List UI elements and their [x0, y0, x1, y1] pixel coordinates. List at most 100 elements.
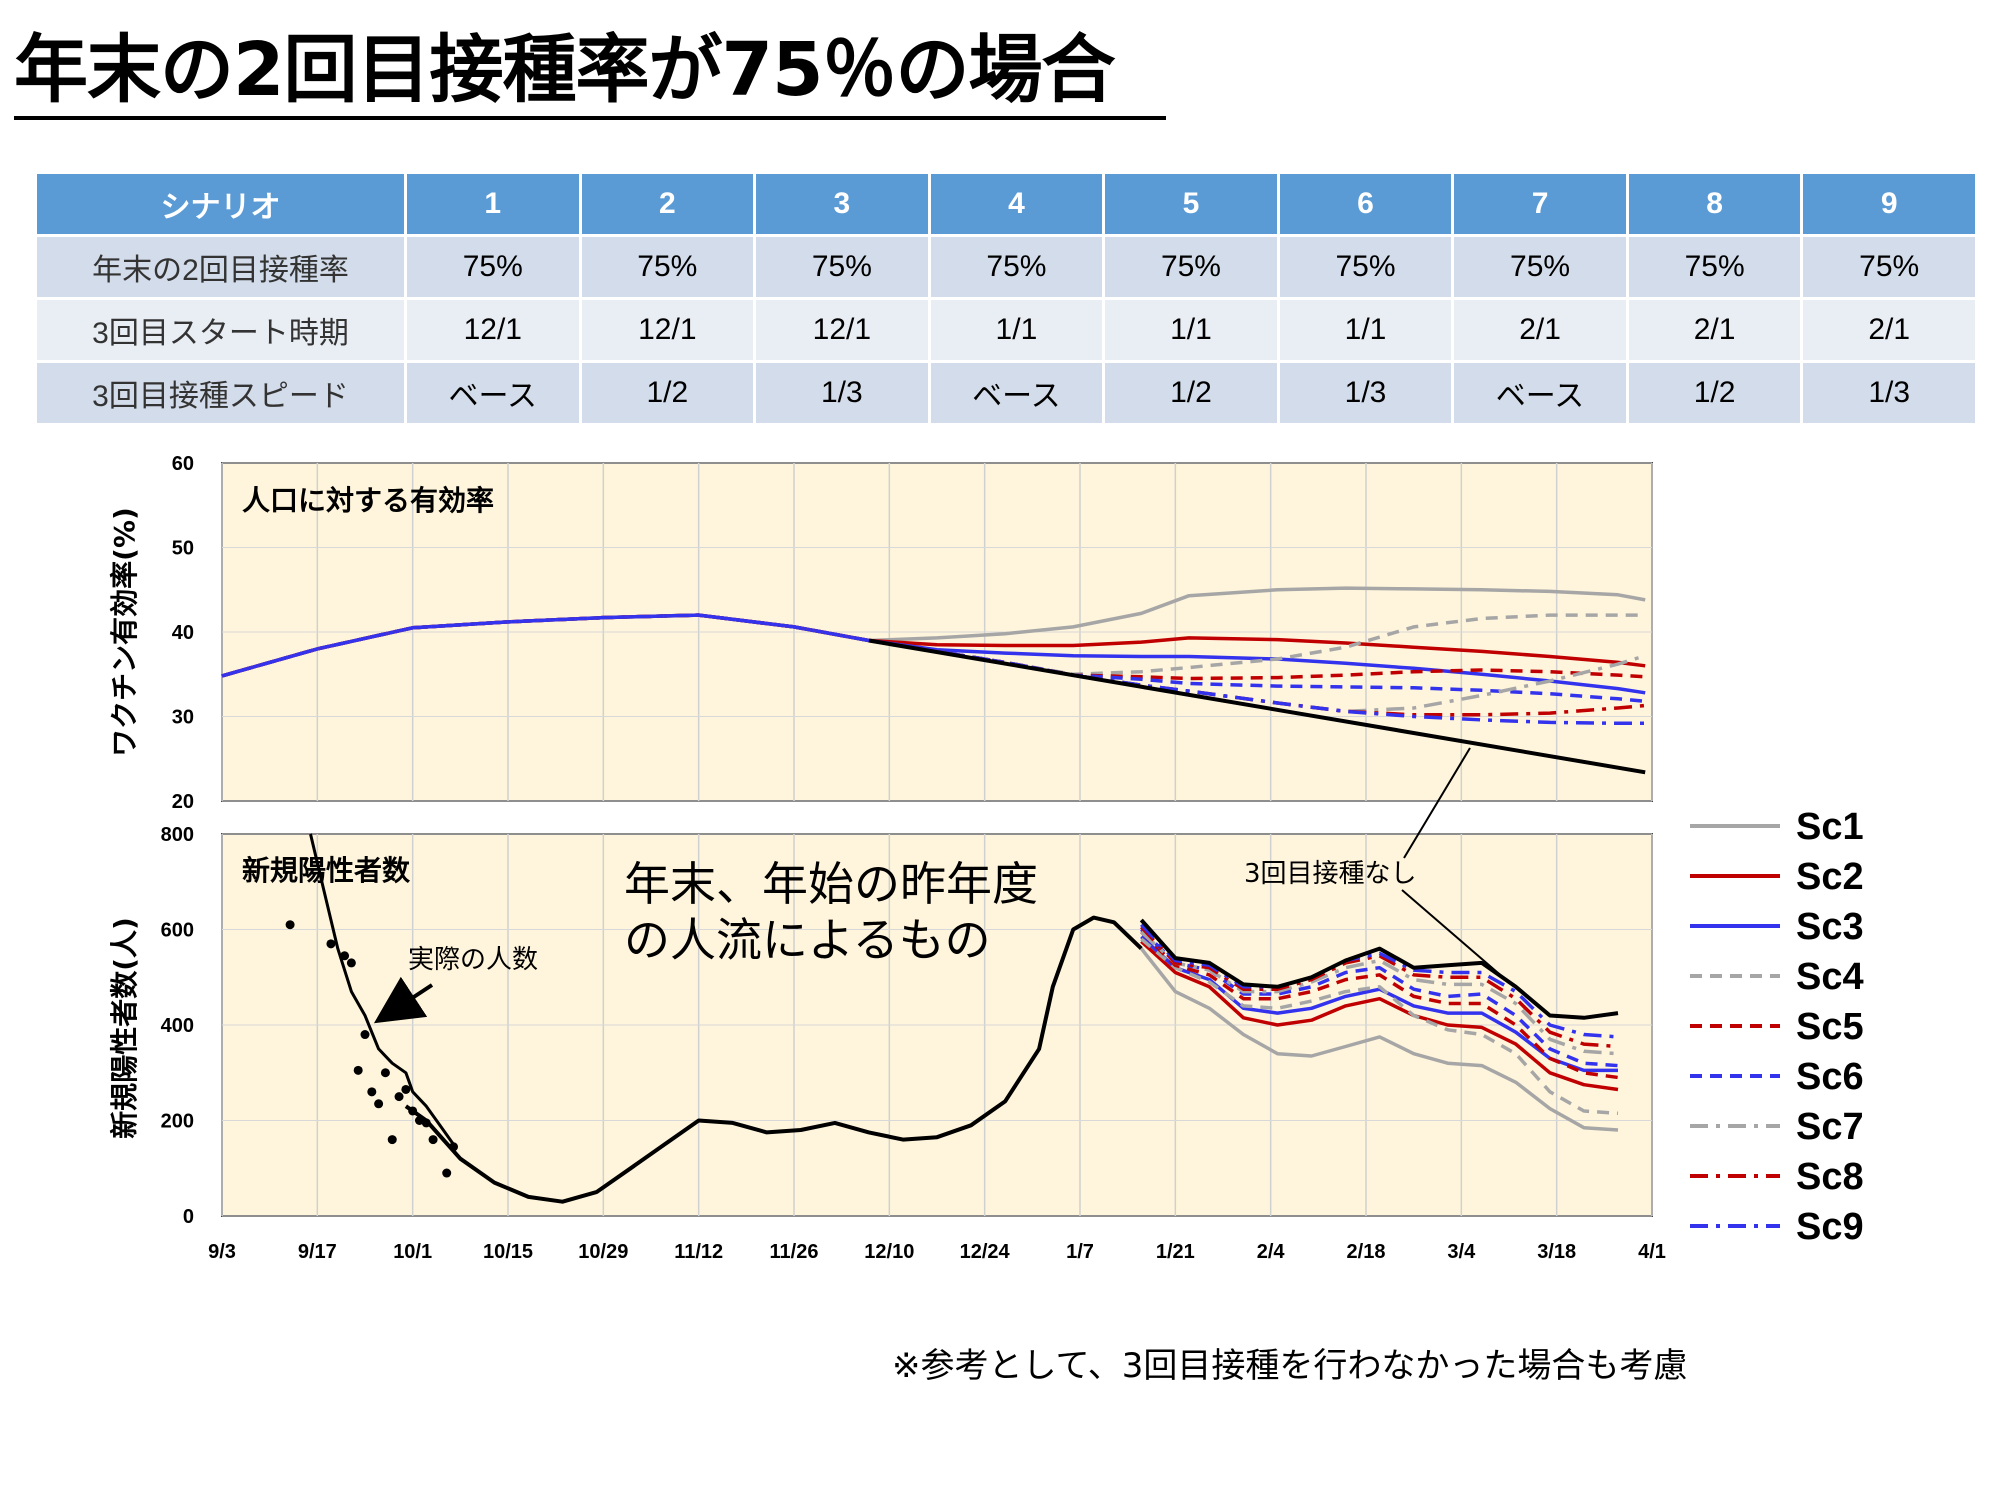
legend: Sc1 Sc2 Sc3 Sc4 Sc5 Sc6 Sc7 Sc8 Sc9	[1690, 806, 1864, 1248]
table-cell: 75%	[927, 235, 1106, 300]
new-cases-series-sc5	[1140, 930, 1619, 1080]
x-tick-label: 11/12	[674, 1241, 723, 1263]
table-cell: 1/3	[753, 361, 931, 426]
table-cell: 2/1	[1800, 298, 1978, 363]
actual-case-point	[442, 1168, 452, 1178]
table-header-cell: 1	[404, 174, 582, 237]
legend-label: Sc4	[1796, 956, 1864, 998]
table-cell: 2/1	[1451, 298, 1629, 363]
efficacy-y-tick-label: 60	[172, 453, 194, 475]
holiday-flow-annotation-line1: 年末、年始の昨年度	[624, 857, 1038, 911]
x-tick-label: 12/10	[864, 1241, 914, 1263]
legend-label: Sc6	[1796, 1056, 1864, 1098]
actual-case-point	[421, 1118, 431, 1128]
table-cell: 2/1	[1625, 298, 1804, 363]
actual-case-point	[449, 1142, 459, 1152]
table-cell: 1/2	[578, 361, 757, 426]
new-cases-series-sc2	[1140, 940, 1619, 1092]
new-cases-y-tick-label: 800	[161, 824, 194, 846]
efficacy-series-no-third-dose	[868, 638, 1646, 775]
actual-case-point	[408, 1106, 418, 1116]
legend-label: Sc2	[1796, 856, 1864, 898]
efficacy-panel-title: 人口に対する有効率	[242, 484, 494, 517]
actual-case-point	[394, 1092, 404, 1102]
table-cell: 1/1	[927, 298, 1106, 363]
actual-case-point	[367, 1087, 377, 1097]
table-header-cell: 7	[1451, 174, 1629, 237]
table-row: 3回目スタート時期 12/1 12/1 12/1 1/1 1/1 1/1 2/1…	[34, 298, 1978, 363]
x-tick-label: 9/3	[208, 1241, 236, 1263]
table-cell: 75%	[1451, 235, 1629, 300]
table-row-header: 3回目接種スピード	[34, 361, 407, 426]
x-tick-label: 3/18	[1537, 1241, 1576, 1263]
actual-case-point	[428, 1135, 438, 1145]
actual-case-point	[380, 1068, 390, 1078]
new-cases-series-sc6	[1140, 928, 1619, 1068]
actual-case-point	[353, 1065, 363, 1075]
x-tick-label: 10/1	[393, 1241, 432, 1263]
table-header-cell: 6	[1276, 174, 1455, 237]
new-cases-panel-title: 新規陽性者数	[242, 854, 411, 887]
table-cell: 75%	[753, 235, 931, 300]
table-cell: 12/1	[578, 298, 757, 363]
actual-case-point	[340, 951, 350, 961]
x-tick-label: 3/4	[1447, 1241, 1476, 1263]
table-cell: 75%	[404, 235, 582, 300]
x-tick-label: 12/24	[960, 1241, 1011, 1263]
table-cell: 75%	[1625, 235, 1804, 300]
legend-label: Sc7	[1796, 1106, 1864, 1148]
efficacy-y-axis-label: ワクチン有効率(%)	[108, 507, 141, 757]
legend-label: Sc8	[1796, 1156, 1864, 1198]
new-cases-series-sc1	[1139, 947, 1619, 1132]
page-title: 年末の2回目接種率が75％の場合	[14, 27, 1115, 113]
actual-case-point	[414, 1116, 424, 1125]
table-cell: 1/2	[1625, 361, 1804, 426]
no-third-dose-leader-top	[1403, 747, 1471, 859]
new-cases-series-sc4	[1140, 937, 1619, 1116]
x-tick-label: 1/7	[1066, 1241, 1094, 1263]
table-cell: 12/1	[404, 298, 582, 363]
table-row: 年末の2回目接種率 75% 75% 75% 75% 75% 75% 75% 75…	[34, 235, 1978, 300]
table-cell: 1/1	[1102, 298, 1280, 363]
table-cell: 75%	[578, 235, 757, 300]
legend-label: Sc1	[1796, 806, 1864, 848]
table-header-cell: 4	[927, 174, 1106, 237]
x-tick-label: 10/15	[483, 1241, 533, 1263]
table-cell: 75%	[1102, 235, 1280, 300]
legend-label: Sc9	[1796, 1206, 1864, 1248]
actual-case-point	[346, 958, 356, 968]
x-tick-label: 2/4	[1257, 1241, 1286, 1263]
x-tick-label: 4/1	[1638, 1241, 1666, 1263]
actual-cases-annotation: 実際の人数	[408, 945, 538, 975]
actual-case-point	[326, 939, 336, 949]
new-cases-y-tick-label: 200	[161, 1111, 194, 1133]
base-model-line	[404, 915, 1143, 1204]
actual-case-point	[387, 1135, 397, 1145]
holiday-flow-annotation-line2: の人流によるもの	[624, 913, 991, 967]
new-cases-series-sc9	[1140, 923, 1619, 1039]
legend-label: Sc3	[1796, 906, 1864, 948]
x-tick-label: 11/26	[770, 1241, 819, 1263]
no-third-dose-annotation: 3回目接種なし	[1244, 859, 1417, 889]
table-header-cell: 2	[578, 174, 757, 237]
actual-case-point	[401, 1084, 411, 1094]
x-tick-label: 2/18	[1347, 1241, 1386, 1263]
new-cases-panel: 0 200 400 600 800 9/3 9/17 10/1 10/15 10/29 11/12…	[108, 824, 1666, 1263]
table-header-row: シナリオ 1 2 3 4 5 6 7 8 9	[34, 174, 1978, 237]
table-row: 3回目接種スピード ベース 1/2 1/3 ベース 1/2 1/3 ベース 1/…	[34, 361, 1978, 426]
x-tick-label: 1/21	[1156, 1241, 1195, 1263]
actual-case-point	[360, 1030, 370, 1040]
x-tick-label: 9/17	[298, 1241, 337, 1263]
efficacy-y-tick-label: 50	[172, 538, 194, 560]
actual-case-point	[285, 920, 295, 930]
table-cell: 1/3	[1276, 361, 1455, 426]
table-header-cell: 9	[1800, 174, 1978, 237]
scenario-table: シナリオ 1 2 3 4 5 6 7 8 9 年末の2回目接種率 75% 75%…	[34, 174, 1978, 426]
x-tick-label: 10/29	[578, 1241, 628, 1263]
table-cell: 1/2	[1102, 361, 1280, 426]
table-cell: 75%	[1276, 235, 1455, 300]
table-row-header: 3回目スタート時期	[34, 298, 407, 363]
title-underline	[14, 116, 1166, 120]
table-header-cell: 3	[753, 174, 931, 237]
efficacy-panel: 20 30 40 50 60 人口に対する有効率 ワクチン有効率(%)	[108, 453, 1653, 813]
